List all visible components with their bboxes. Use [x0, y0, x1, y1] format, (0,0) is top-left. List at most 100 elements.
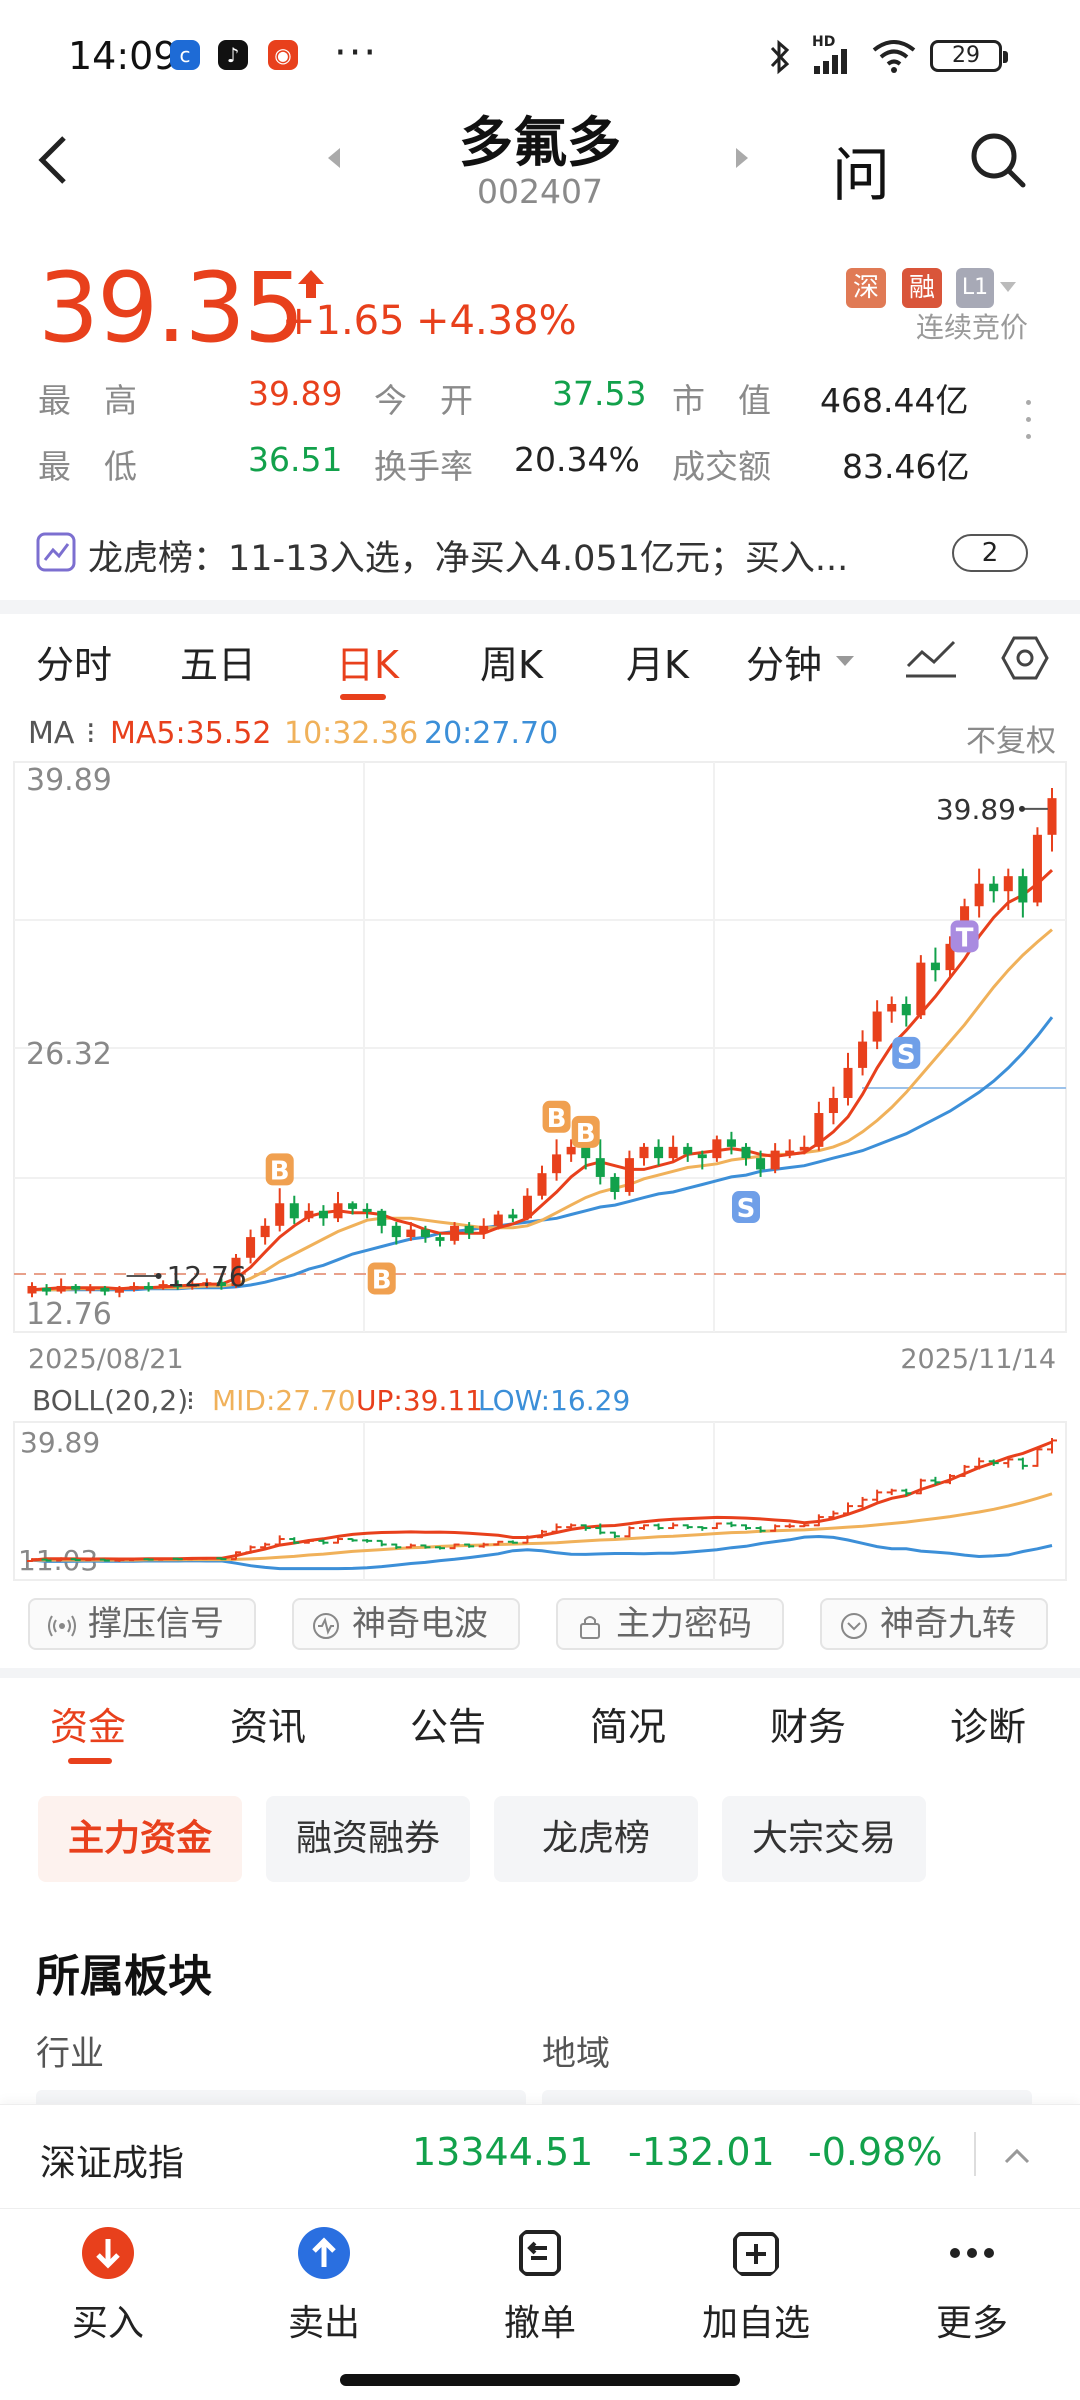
dragon-list-icon [36, 532, 76, 572]
prev-stock-icon[interactable] [328, 148, 340, 168]
more-dots-icon [950, 2248, 994, 2258]
more-quote-icon[interactable] [1026, 400, 1032, 444]
divider [0, 600, 1080, 614]
candle-body [435, 1237, 445, 1241]
candle-body [930, 962, 940, 971]
magic-nine-button[interactable]: 神奇九转 [820, 1598, 1048, 1650]
tab-diagnosis[interactable]: 诊断 [950, 1705, 1027, 1749]
min-marker-label: 12.76 [167, 1260, 247, 1293]
back-icon[interactable] [30, 130, 74, 190]
ma-label[interactable]: MA [28, 716, 75, 751]
x-start-label: 2025/08/21 [28, 1344, 184, 1375]
adjust-toggle[interactable]: 不复权 [966, 724, 1056, 759]
index-ticker[interactable] [0, 2104, 1080, 2208]
candle-body [1032, 834, 1042, 903]
tab-fund[interactable]: 资金 [50, 1705, 127, 1749]
index-change-pct: -0.98% [808, 2130, 943, 2174]
tab-news[interactable]: 资讯 [230, 1705, 307, 1749]
sell-button[interactable]: 卖出 [254, 2226, 394, 2346]
dragon-list-badge[interactable]: 2 [952, 534, 1028, 572]
magic-wave-button[interactable]: 神奇电波 [292, 1598, 520, 1650]
signal-S: S [732, 1191, 760, 1224]
chip-margin[interactable]: 融资融券 [266, 1796, 470, 1882]
cancel-order-button[interactable]: 撤单 [470, 2226, 610, 2346]
boll-mid: MID:27.70 [212, 1384, 356, 1417]
buy-icon [82, 2227, 134, 2279]
candle-body [260, 1225, 270, 1238]
settings-icon[interactable] [1000, 634, 1050, 682]
ask-button[interactable]: 问 [832, 141, 891, 209]
chip-dragon-list[interactable]: 龙虎榜 [494, 1796, 698, 1882]
candle-body [100, 1287, 110, 1292]
candle-body [537, 1173, 547, 1196]
ma-menu-icon[interactable]: ⁝ [86, 716, 96, 751]
buy-button[interactable]: 买入 [38, 2226, 178, 2346]
support-pressure-button[interactable]: 撑压信号 [28, 1598, 256, 1650]
signal-S: S [892, 1036, 921, 1070]
candle-body [872, 1011, 882, 1042]
minute-dropdown-icon[interactable] [836, 656, 854, 666]
candle-body [56, 1285, 66, 1292]
candle-body [333, 1203, 343, 1219]
market-cap-value: 468.44亿 [820, 381, 969, 420]
tab-daily-k[interactable]: 日K [336, 643, 399, 687]
add-watchlist-icon [733, 2232, 779, 2276]
industry-label: 行业 [36, 2034, 104, 2074]
level-tag[interactable]: L1 [956, 268, 994, 308]
x-end-label: 2025/11/14 [900, 1344, 1056, 1375]
tab-intraday[interactable]: 分时 [36, 643, 113, 687]
tab-weekly-k[interactable]: 周K [480, 643, 543, 687]
ma10-value: 10:32.36 [284, 716, 419, 751]
high-label: 最 高 [38, 381, 137, 420]
margin-tag: 融 [902, 268, 942, 308]
trading-status: 连续竞价 [915, 311, 1028, 344]
candle-body [974, 883, 984, 907]
candle-body [989, 883, 999, 892]
candle-body [508, 1214, 518, 1219]
tab-monthly-k[interactable]: 月K [626, 643, 689, 687]
y-low-label: 12.76 [26, 1297, 112, 1332]
boll-y-high: 39.89 [20, 1426, 100, 1459]
ma10-line [32, 928, 1053, 1292]
candle-body [697, 1154, 707, 1159]
more-button[interactable]: 更多 [902, 2226, 1042, 2346]
tab-profile[interactable]: 简况 [590, 1705, 667, 1749]
next-stock-icon[interactable] [736, 148, 748, 168]
main-force-code-button[interactable]: 主力密码 [556, 1598, 784, 1650]
draw-line-icon[interactable] [904, 636, 958, 680]
candle-body [945, 943, 955, 971]
candle-body [362, 1208, 372, 1212]
chevron-up-icon[interactable] [1002, 2142, 1032, 2172]
boll-menu-icon[interactable]: ⁝ [186, 1384, 195, 1417]
bluetooth-icon [770, 39, 790, 75]
boll-chart[interactable]: 39.89 11.03 [12, 1420, 1068, 1584]
level-dropdown-icon[interactable] [1000, 282, 1016, 292]
tab-minute[interactable]: 分钟 [746, 643, 823, 687]
index-value: 13344.51 [412, 2130, 594, 2174]
current-price: 39.35 [38, 252, 305, 364]
market-cap-label: 市 值 [672, 381, 771, 420]
boll-label[interactable]: BOLL(20,2) [32, 1384, 189, 1417]
price-change-pct: +4.38% [416, 298, 577, 344]
industry-card[interactable] [36, 2090, 526, 2104]
home-indicator[interactable] [340, 2374, 740, 2386]
region-card[interactable] [542, 2090, 1032, 2104]
add-watchlist-button[interactable]: 加自选 [686, 2226, 826, 2346]
tab-finance[interactable]: 财务 [770, 1705, 847, 1749]
low-label: 最 低 [38, 447, 137, 486]
dragon-list-text[interactable]: 龙虎榜：11-13入选，净买入4.051亿元；买入... [88, 539, 849, 579]
tiktok-icon: ♪ [218, 40, 248, 70]
tab-announcements[interactable]: 公告 [410, 1705, 487, 1749]
candle-body [42, 1287, 52, 1292]
candle-body [595, 1158, 605, 1177]
search-icon[interactable] [968, 130, 1028, 190]
max-marker-dot [1019, 805, 1025, 812]
chip-block-trade[interactable]: 大宗交易 [722, 1796, 926, 1882]
signal-B: B [571, 1115, 600, 1149]
candle-body [1003, 876, 1013, 892]
tab-five-day[interactable]: 五日 [180, 643, 257, 687]
up-arrow-icon [298, 270, 324, 298]
candle-body [289, 1203, 299, 1219]
chip-main-fund[interactable]: 主力资金 [38, 1796, 242, 1882]
